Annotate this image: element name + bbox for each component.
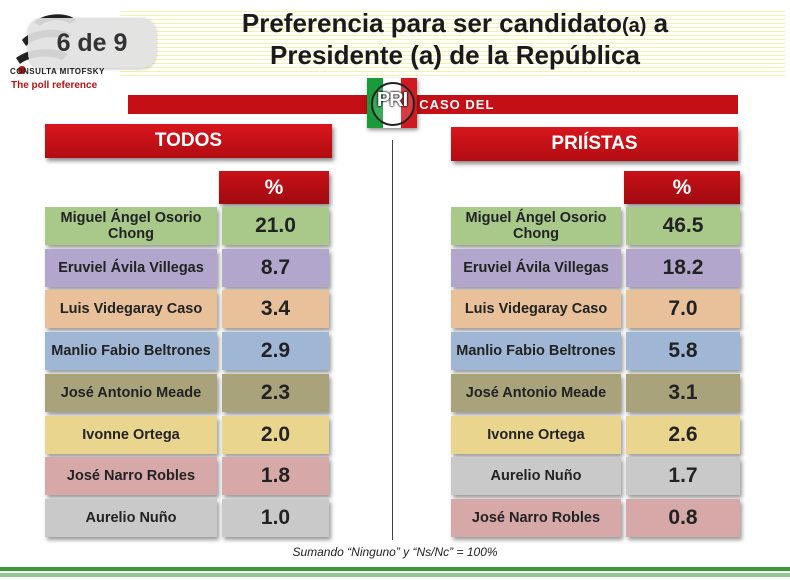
candidate-percent: 2.9 (222, 332, 329, 370)
candidate-percent: 1.8 (222, 457, 329, 495)
candidate-name: Luis Videgaray Caso (45, 290, 217, 328)
candidate-name: José Narro Robles (451, 499, 621, 537)
logo-tagline: The poll reference (11, 80, 98, 91)
subtitle-bar: EN EL CASO DEL (128, 95, 738, 114)
candidate-percent: 2.3 (222, 374, 329, 412)
section-header-todos: TODOS (45, 124, 332, 158)
logo-caption: CONSULTA MITOFSKY (10, 67, 105, 76)
center-divider (392, 140, 393, 540)
candidate-percent: 3.1 (626, 374, 740, 412)
page-title-line1: Preferencia para ser candidato(a) a (130, 8, 780, 41)
candidate-name: Miguel Ángel Osorio Chong (451, 207, 621, 245)
candidate-name: Eruviel Ávila Villegas (451, 249, 621, 287)
title-line1-main: Preferencia para ser candidato (241, 8, 622, 38)
candidate-name: Eruviel Ávila Villegas (45, 249, 217, 287)
percent-header-priistas: % (624, 171, 740, 204)
candidate-percent: 8.7 (222, 249, 329, 287)
candidate-name: Aurelio Nuño (45, 499, 217, 537)
section-header-priistas: PRIÍSTAS (451, 127, 738, 161)
pri-circle (371, 82, 415, 126)
candidate-name: Ivonne Ortega (451, 416, 621, 454)
title-line1-end: a (646, 8, 669, 38)
percent-header-todos: % (219, 171, 329, 204)
page-indicator-badge: 6 de 9 (28, 18, 156, 68)
candidate-name: Manlio Fabio Beltrones (451, 332, 621, 370)
candidate-percent: 7.0 (626, 290, 740, 328)
header-stripes (120, 8, 785, 78)
candidate-percent: 0.8 (626, 499, 740, 537)
candidate-percent: 21.0 (222, 207, 329, 245)
candidate-percent: 1.0 (222, 499, 329, 537)
candidate-name: Manlio Fabio Beltrones (45, 332, 217, 370)
pri-logo-icon: PRI (367, 78, 417, 128)
candidate-percent: 5.8 (626, 332, 740, 370)
pri-logo-text: PRI (376, 89, 408, 111)
candidate-name: José Antonio Meade (45, 374, 217, 412)
candidate-percent: 2.0 (222, 416, 329, 454)
candidate-percent: 46.5 (626, 207, 740, 245)
candidate-name: José Antonio Meade (451, 374, 621, 412)
title-line1-small: (a) (621, 15, 647, 37)
page-title-line2: Presidente (a) de la República (270, 40, 640, 70)
candidate-name: Ivonne Ortega (45, 416, 217, 454)
candidate-name: Luis Videgaray Caso (451, 290, 621, 328)
candidate-percent: 18.2 (626, 249, 740, 287)
candidate-name: José Narro Robles (45, 457, 217, 495)
candidate-name: Miguel Ángel Osorio Chong (45, 207, 217, 245)
footnote: Sumando “Ninguno” y “Ns/Nc” = 100% (292, 545, 498, 559)
footer-line-dark (0, 567, 790, 571)
footer-line-light (0, 573, 790, 577)
candidate-percent: 1.7 (626, 457, 740, 495)
candidate-name: Aurelio Nuño (451, 457, 621, 495)
candidate-percent: 2.6 (626, 416, 740, 454)
candidate-percent: 3.4 (222, 290, 329, 328)
